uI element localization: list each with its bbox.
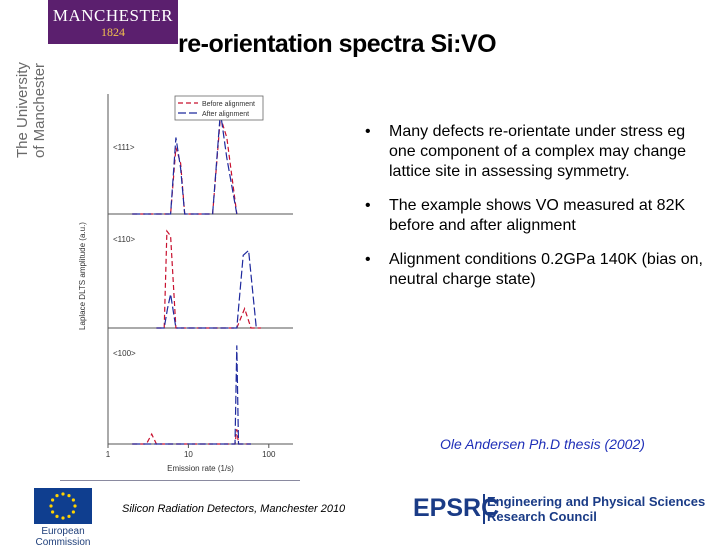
university-wordmark-line1: The University: [14, 62, 31, 158]
eu-star: [73, 504, 77, 508]
bullet-text: The example shows VO measured at 82K bef…: [389, 197, 686, 234]
eu-star: [49, 504, 53, 508]
manchester-logo: MANCHESTER 1824: [48, 0, 178, 44]
epsrc-logo: EPSRC Engineering and Physical Sciences …: [413, 492, 713, 526]
eu-star: [51, 498, 55, 502]
panel-label: <111>: [113, 143, 135, 152]
bullet-item: • Many defects re-orientate under stress…: [365, 122, 705, 182]
series-line: [156, 249, 257, 329]
y-axis-label: Laplace DLTS amplitude (a.u.): [78, 222, 87, 330]
eu-star: [51, 510, 55, 514]
legend-box: [174, 95, 264, 121]
footer-divider: [60, 480, 300, 481]
slide-title: re-orientation spectra Si:VO: [178, 30, 497, 58]
bullet-text: Many defects re-orientate under stress e…: [389, 123, 687, 180]
eu-star: [55, 514, 59, 518]
dlts-chart: <111> <110> <100> 1 10 100 Emission rate (1/s)…: [78, 94, 293, 473]
eu-star: [61, 516, 65, 520]
eu-caption: European Commission: [35, 526, 91, 548]
bullet-symbol: •: [365, 123, 371, 140]
bullet-symbol: •: [365, 197, 371, 214]
series-line: [132, 345, 251, 445]
european-commission-logo: European Commission: [14, 486, 112, 548]
eu-star: [67, 514, 71, 518]
eu-star: [61, 492, 65, 496]
legend-label: Before alignment: [202, 101, 255, 108]
eu-star: [67, 494, 71, 498]
citation: Ole Andersen Ph.D thesis (2002): [440, 436, 645, 452]
panel-label: <100>: [113, 349, 136, 358]
university-wordmark-line2: of Manchester: [31, 62, 48, 158]
epsrc-divider: [483, 494, 485, 524]
bullet-symbol: •: [365, 251, 371, 268]
bullet-text: Alignment conditions 0.2GPa 140K (bias o…: [389, 251, 703, 288]
eu-flag-icon: [34, 488, 92, 524]
series-line: [156, 229, 261, 329]
x-tick-label: 100: [262, 450, 276, 459]
series-line: [132, 429, 251, 445]
eu-star: [71, 498, 75, 502]
logo-year: 1824: [101, 25, 125, 39]
epsrc-full-line1: Engineering and Physical Sciences: [487, 494, 706, 509]
x-tick-label: 1: [106, 450, 111, 459]
x-tick-label: 10: [184, 450, 193, 459]
eu-star: [71, 510, 75, 514]
footer-text: Silicon Radiation Detectors, Manchester …: [122, 503, 346, 515]
epsrc-full-line2: Research Council: [487, 509, 597, 524]
bullet-list: • Many defects re-orientate under stress…: [365, 122, 705, 302]
epsrc-full-name: Engineering and Physical Sciences Resear…: [487, 494, 705, 524]
legend-label: After alignment: [202, 111, 249, 118]
bullet-item: • The example shows VO measured at 82K b…: [365, 196, 705, 236]
series-line: [132, 111, 238, 215]
eu-star: [55, 494, 59, 498]
series-line: [132, 116, 238, 215]
x-axis-label: Emission rate (1/s): [167, 464, 234, 473]
bullet-item: • Alignment conditions 0.2GPa 140K (bias…: [365, 250, 705, 290]
logo-name: MANCHESTER: [52, 6, 174, 25]
university-wordmark: The University of Manchester: [14, 40, 48, 160]
panel-label: <110>: [113, 235, 135, 244]
